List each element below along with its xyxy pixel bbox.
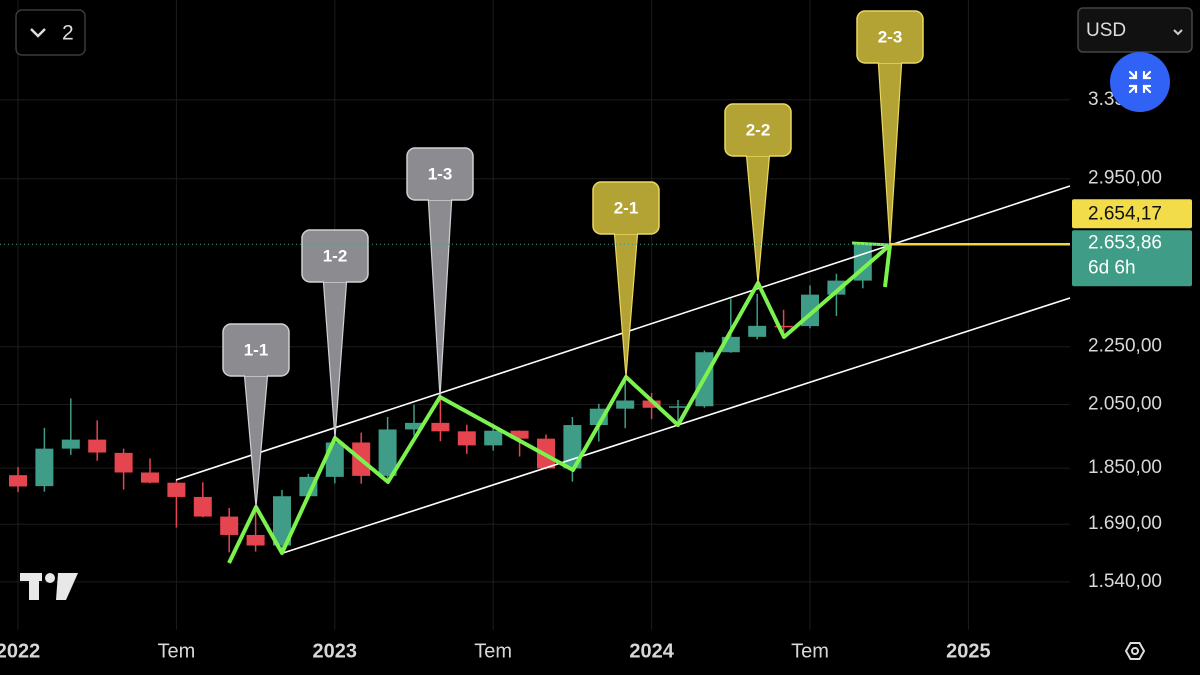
- candle-body: [220, 516, 239, 535]
- currency-select[interactable]: USD: [1077, 7, 1193, 53]
- callout: 1-1: [222, 323, 290, 508]
- price-line-box: [1072, 199, 1192, 229]
- last-price-box: [1072, 230, 1192, 287]
- callout: 2-1: [592, 181, 660, 378]
- y-tick-label: 1.540,00: [1088, 571, 1162, 592]
- x-tick-label: 2024: [629, 640, 674, 662]
- callout-joint: [429, 194, 451, 200]
- x-tick-label: Tem: [791, 640, 829, 662]
- callout-label: 1-3: [428, 164, 453, 183]
- x-tick-label: 2025: [946, 640, 991, 662]
- compress-icon: [1128, 70, 1152, 94]
- price-line-label: 2.654,17: [1088, 203, 1162, 224]
- y-tick-label: 2.950,00: [1088, 168, 1162, 189]
- callout: 2-2: [724, 103, 792, 284]
- candle-body: [827, 280, 846, 295]
- candle-body: [246, 534, 265, 546]
- y-tick-label: 2.250,00: [1088, 336, 1162, 357]
- candle-body: [9, 475, 27, 487]
- candle-body: [484, 430, 503, 446]
- candle-body: [378, 429, 397, 476]
- callout-label: 1-1: [244, 340, 269, 359]
- x-tick-label: Tem: [158, 640, 196, 662]
- x-tick-label: 2023: [313, 640, 358, 662]
- y-tick-label: 2.050,00: [1088, 393, 1162, 414]
- x-tick-label: Tem: [474, 640, 512, 662]
- callout-label: 1-2: [323, 246, 348, 265]
- panel-count: 2: [62, 22, 74, 45]
- candle-body: [642, 400, 661, 408]
- candle-body: [141, 472, 159, 483]
- candle-body: [616, 400, 635, 409]
- candle-body: [193, 496, 212, 517]
- candle-body: [589, 408, 608, 426]
- zigzag: [227, 243, 892, 564]
- callout-joint: [615, 228, 637, 234]
- compress-button[interactable]: [1110, 52, 1170, 112]
- candle-body: [669, 406, 687, 408]
- compress-button-bg: [1110, 52, 1170, 112]
- callout-joint: [324, 276, 346, 282]
- logo: [20, 573, 78, 600]
- callout-label: 2-1: [614, 198, 639, 217]
- x-tick-label: 2022: [0, 640, 40, 662]
- candle-body: [457, 431, 476, 446]
- settings-button[interactable]: [1124, 642, 1146, 660]
- callout-joint: [245, 370, 267, 376]
- callout: 2-3: [856, 10, 924, 246]
- candle-body: [510, 430, 529, 439]
- annotations: 1-1 1-2 1-3 2-1 2-2 2-3: [222, 10, 924, 508]
- callout-label: 2-2: [746, 120, 771, 139]
- countdown: 6d 6h: [1088, 257, 1136, 278]
- callout: 1-2: [301, 229, 369, 439]
- callout-joint: [879, 57, 901, 63]
- candle-body: [61, 439, 80, 449]
- currency-label: USD: [1086, 20, 1126, 41]
- candle-body: [774, 325, 793, 328]
- candle-body: [35, 448, 54, 487]
- callout-label: 2-3: [878, 27, 903, 46]
- candle-body: [114, 452, 133, 473]
- candle-body: [167, 482, 186, 497]
- callout-joint: [747, 150, 769, 156]
- last-price-label: 2.653,86: [1088, 232, 1162, 253]
- candle-body: [273, 496, 291, 546]
- candle-body: [431, 422, 450, 432]
- candle-body: [88, 439, 107, 453]
- callout: 1-3: [406, 147, 474, 398]
- y-tick-label: 1.690,00: [1088, 513, 1162, 534]
- candle-body: [748, 325, 767, 337]
- candles: [9, 241, 872, 553]
- candle-body: [405, 422, 423, 430]
- y-tick-label: 1.850,00: [1088, 457, 1162, 478]
- panel-toggle[interactable]: 2: [15, 9, 86, 56]
